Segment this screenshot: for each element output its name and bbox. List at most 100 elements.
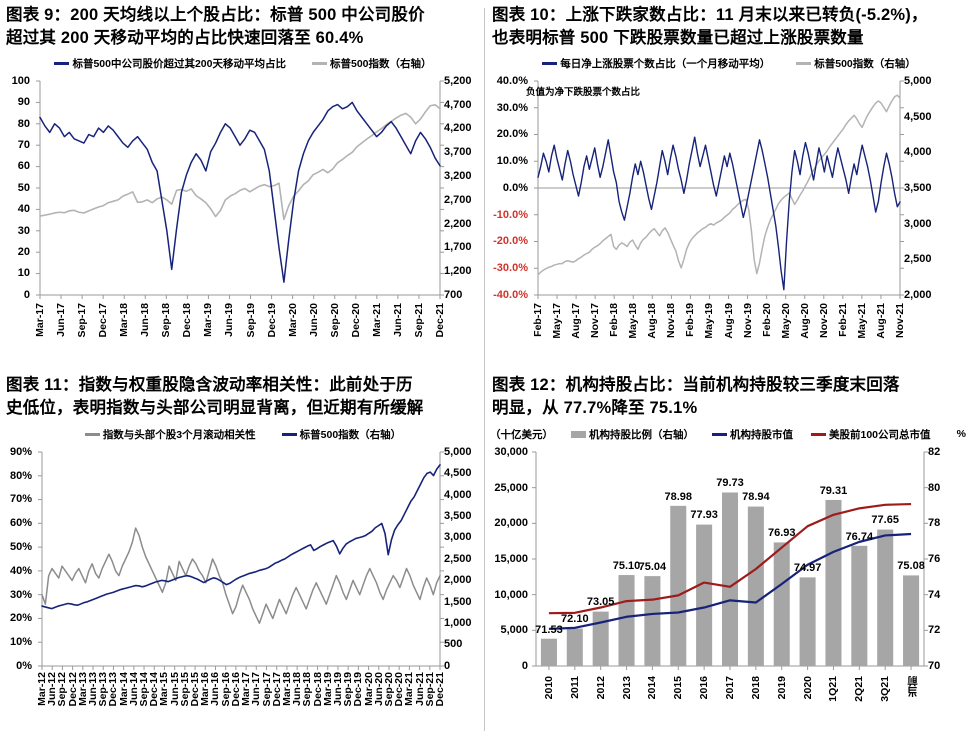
bar-value-label: 78.94 <box>742 491 770 504</box>
bar-value-label: 72.10 <box>561 613 589 626</box>
legend-item-top100-value: 美股前100公司总市值 <box>811 427 931 442</box>
axis-tick-label: 0% <box>16 659 32 672</box>
x-axis-label: Feb-17 <box>532 302 544 337</box>
figure-11-svg <box>38 451 444 670</box>
x-axis-label: Mar-18 <box>118 302 131 337</box>
figure-12-left-unit: （十亿美元） <box>490 428 553 441</box>
x-axis-label: Aug-17 <box>570 302 583 339</box>
axis-tick-label: 1,000 <box>444 617 472 630</box>
axis-tick-label: 4,000 <box>444 488 472 501</box>
axis-tick-label: 30 <box>17 224 30 237</box>
axis-tick-label: 2,000 <box>904 288 932 301</box>
x-axis-label: Aug-18 <box>646 302 659 339</box>
figure-11-title-line-1: 图表 11：指数与权重股隐含波动率相关性：此前处于历 <box>6 376 413 394</box>
legend-label: 标普500指数（右轴） <box>330 57 432 70</box>
figure-9-legend: 标普500中公司股价超过其200天移动平均占比 标普500指数（右轴） <box>0 56 486 71</box>
axis-tick-label: 70 <box>17 139 30 152</box>
bar-value-label: 77.93 <box>690 509 718 522</box>
axis-tick-label: 80 <box>928 481 941 494</box>
bar-value-label: 79.31 <box>819 484 848 497</box>
axis-tick-label: 10.0% <box>496 155 528 168</box>
figure-10-title-line-2: 也表明标普 500 下跌股票数量已超过上涨股票数量 <box>492 29 864 48</box>
figure-10-svg <box>534 80 904 299</box>
legend-label: 标普500中公司股价超过其200天移动平均占比 <box>72 57 286 70</box>
legend-label: 标普500指数（右轴） <box>814 57 916 70</box>
figure-12-left-axis: 0 5,000 10,000 15,000 20,000 25,000 30,000 <box>486 444 532 672</box>
axis-tick-label: 2,000 <box>444 574 472 587</box>
x-axis-label: Mar-19 <box>202 302 215 337</box>
axis-tick-label: 60 <box>17 160 30 173</box>
figure-12-svg <box>532 451 928 670</box>
x-axis-label: Jun-17 <box>55 302 68 337</box>
x-axis-label: 2015 <box>672 675 685 700</box>
legend-item-net-advancers: 每日净上涨股票个数占比（一个月移动平均） <box>542 56 770 71</box>
axis-tick-label: 25,000 <box>494 481 528 494</box>
x-axis-label: Dec-20 <box>349 302 362 338</box>
figure-9-plot: 0 10 20 30 40 50 60 70 80 90 100 700 1,200 1,700 2,20… <box>0 73 486 373</box>
figure-11-x-labels: Mar-12 Jun-12 Sep-12 Dec-12 Mar-13 Jun-13 Sep-… <box>0 670 486 738</box>
x-axis-label: 2014 <box>646 675 659 700</box>
legend-item-institutional-value: 机构持股市值 <box>712 427 793 442</box>
figure-11-panel: 图表 11：指数与权重股隐含波动率相关性：此前处于历 史低位，表明指数与头部公司… <box>0 372 486 739</box>
legend-swatch-navy-icon <box>542 61 558 65</box>
x-axis-label: Feb-18 <box>608 302 621 337</box>
axis-tick-label: 3,700 <box>444 146 472 159</box>
x-axis-label: Dec-21 <box>434 671 446 707</box>
bar-value-label: 79.73 <box>716 477 744 490</box>
legend-swatch-grey-icon <box>796 61 812 65</box>
axis-tick-label: 3,500 <box>904 181 932 194</box>
legend-label: 标普500指数（右轴） <box>299 428 402 441</box>
figure-12-right-axis: 70 72 74 76 78 80 82 <box>924 444 970 672</box>
figure-10-title-line-1: 图表 10：上涨下跌家数占比：11 月末以来已转负(-5.2%)， <box>492 6 928 24</box>
axis-tick-label: 90% <box>9 445 32 458</box>
axis-tick-label: 0 <box>23 288 30 301</box>
axis-tick-label: 90 <box>17 96 30 109</box>
x-axis-label: Jun-21 <box>391 302 404 337</box>
axis-tick-label: 4,500 <box>904 110 932 123</box>
x-axis-label: 2017 <box>724 675 736 700</box>
x-axis-label: 3Q21 <box>879 675 892 702</box>
legend-swatch-grey-icon <box>312 61 327 65</box>
vertical-divider <box>484 8 485 731</box>
bar-value-label: 73.05 <box>586 596 615 609</box>
x-axis-label: May-21 <box>855 302 868 339</box>
axis-tick-label: 3,500 <box>444 510 472 523</box>
axis-tick-label: 4,500 <box>444 467 472 480</box>
x-axis-label: Sep-20 <box>328 302 341 338</box>
legend-label: 机构持股比例（右轴） <box>589 428 694 441</box>
figure-12-plot: 0 5,000 10,000 15,000 20,000 25,000 30,000 70 7… <box>486 444 972 736</box>
axis-tick-label: 5,000 <box>904 74 932 87</box>
x-axis-label: 当前 <box>907 675 920 697</box>
x-axis-label: 2013 <box>620 675 633 700</box>
axis-tick-label: 1,500 <box>444 595 472 608</box>
x-axis-label: Aug-19 <box>722 302 735 339</box>
legend-item-sp500-index: 标普500指数（右轴） <box>281 427 402 442</box>
axis-tick-label: 2,200 <box>444 217 472 230</box>
figure-9-panel: 图表 9：200 天均线以上个股占比：标普 500 中公司股价 超过其 200 … <box>0 0 486 372</box>
bar-value-label: 75.10 <box>612 559 641 572</box>
x-axis-label: Sep-17 <box>76 302 89 338</box>
x-axis-label: Jun-20 <box>307 302 320 337</box>
axis-tick-label: 82 <box>928 445 941 458</box>
figure-11-title-line-2: 史低位，表明指数与头部公司明显背离，但近期有所缓解 <box>6 399 424 418</box>
figure-11-plot: 0% 10% 20% 30% 40% 50% 60% 70% 80% 90% 0 500 1,000 1… <box>0 444 486 739</box>
x-axis-label: 1Q21 <box>827 675 840 702</box>
axis-tick-label: 0 <box>444 659 451 672</box>
x-axis-label: Jun-19 <box>223 302 236 337</box>
axis-tick-label: 2,500 <box>904 253 932 266</box>
legend-swatch-darkred-icon <box>811 432 826 436</box>
x-axis-label: Nov-19 <box>741 302 754 338</box>
axis-tick-label: 74 <box>928 588 941 601</box>
legend-swatch-navy-icon <box>281 432 297 436</box>
figure-9-title-line-1: 图表 9：200 天均线以上个股占比：标普 500 中公司股价 <box>6 6 425 24</box>
axis-tick-label: 100 <box>11 74 30 87</box>
x-axis-label: Aug-20 <box>798 302 811 339</box>
axis-tick-label: 3,000 <box>444 531 472 544</box>
figure-11-left-axis: 0% 10% 20% 30% 40% 50% 60% 70% 80% 90% <box>0 444 36 672</box>
axis-tick-label: 78 <box>928 517 941 530</box>
bar-value-label: 71.53 <box>535 623 563 636</box>
axis-tick-label: 1,700 <box>444 241 472 254</box>
axis-tick-label: 40% <box>9 564 32 577</box>
axis-tick-label: 50% <box>9 540 32 553</box>
